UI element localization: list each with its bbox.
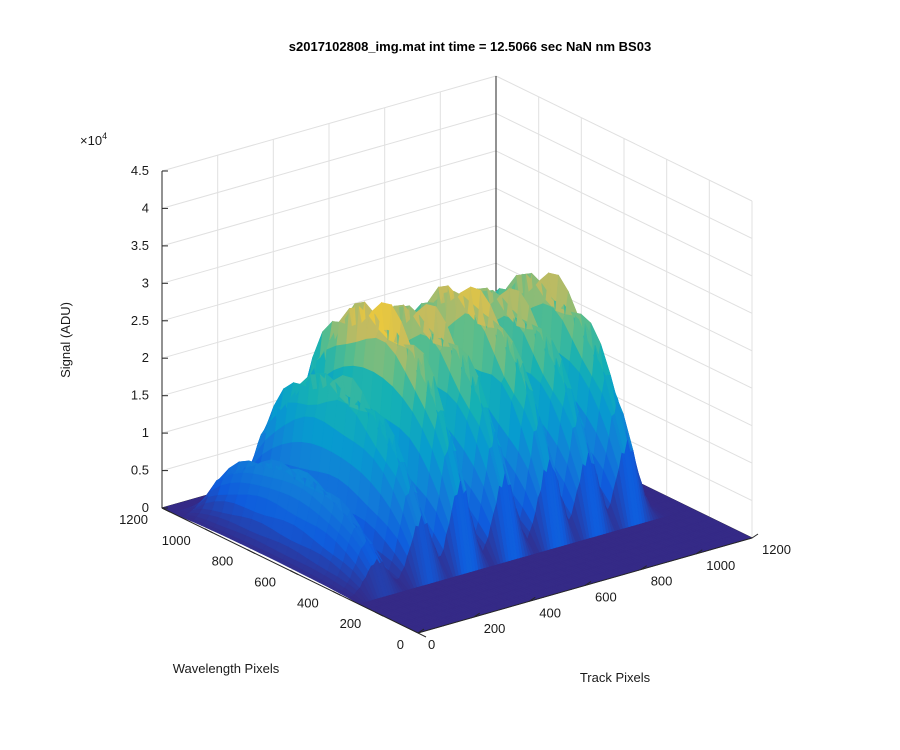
z-tick-label: 0 [142, 500, 149, 515]
x-tick-mark [473, 612, 480, 618]
z-tick-label: 2.5 [131, 313, 149, 328]
x-tick-label: 0 [428, 637, 435, 652]
x-tick-mark [640, 565, 647, 571]
grid-side-z [495, 112, 753, 239]
y-tick-mark [375, 611, 384, 617]
y-tick-mark [247, 549, 256, 555]
y-axis-label: Wavelength Pixels [173, 661, 280, 676]
x-axis-label: Track Pixels [580, 670, 651, 685]
x-tick-label: 1200 [762, 542, 791, 557]
z-tick-label: 4 [142, 200, 149, 215]
y-tick-label: 800 [212, 554, 234, 569]
x-tick-mark [529, 596, 536, 602]
y-tick-label: 400 [297, 595, 319, 610]
z-exponent-label: ×104 [80, 131, 107, 148]
x-tick-mark [417, 628, 425, 634]
grid-back-z [161, 150, 497, 247]
y-tick-label: 0 [397, 637, 404, 652]
x-tick-mark [584, 581, 592, 586]
grid-side-z [495, 225, 753, 352]
x-tick-label: 600 [595, 590, 617, 605]
grid-back-z [161, 112, 497, 209]
grid-side-z [495, 187, 753, 314]
y-tick-mark [204, 528, 213, 534]
axes [161, 170, 759, 638]
tick-labels: 0200400600800100012000200400600800100012… [119, 163, 791, 652]
z-tick-label: 1 [142, 425, 149, 440]
x-tick-label: 400 [539, 605, 561, 620]
y-tick-label: 1000 [162, 533, 191, 548]
x-tick-label: 200 [484, 621, 506, 636]
y-tick-label: 1200 [119, 512, 148, 527]
z-tick-label: 2 [142, 350, 149, 365]
x-tick-label: 1000 [706, 558, 735, 573]
grid-back-z [161, 225, 497, 322]
z-tick-label: 3.5 [131, 238, 149, 253]
y-tick-mark [417, 632, 427, 638]
surface [161, 272, 753, 634]
z-tick-label: 3 [142, 275, 149, 290]
grid-back-z [161, 262, 497, 359]
z-axis-label: Signal (ADU) [58, 302, 73, 378]
grid-back-z [161, 187, 497, 284]
grid-back-z [161, 75, 497, 172]
x-tick-mark [696, 549, 703, 555]
x-tick-label: 800 [651, 574, 673, 589]
y-tick-mark [161, 507, 171, 513]
z-tick-label: 4.5 [131, 163, 149, 178]
y-tick-label: 600 [254, 575, 276, 590]
chart-title: s2017102808_img.mat int time = 12.5066 s… [289, 39, 651, 54]
y-tick-mark [289, 570, 299, 575]
y-tick-label: 200 [340, 616, 362, 631]
y-tick-mark [332, 590, 341, 596]
x-tick-mark [751, 533, 759, 539]
grid-side-z [495, 75, 753, 202]
z-tick-label: 1.5 [131, 388, 149, 403]
grid-side-z [495, 150, 753, 277]
z-tick-label: 0.5 [131, 463, 149, 478]
